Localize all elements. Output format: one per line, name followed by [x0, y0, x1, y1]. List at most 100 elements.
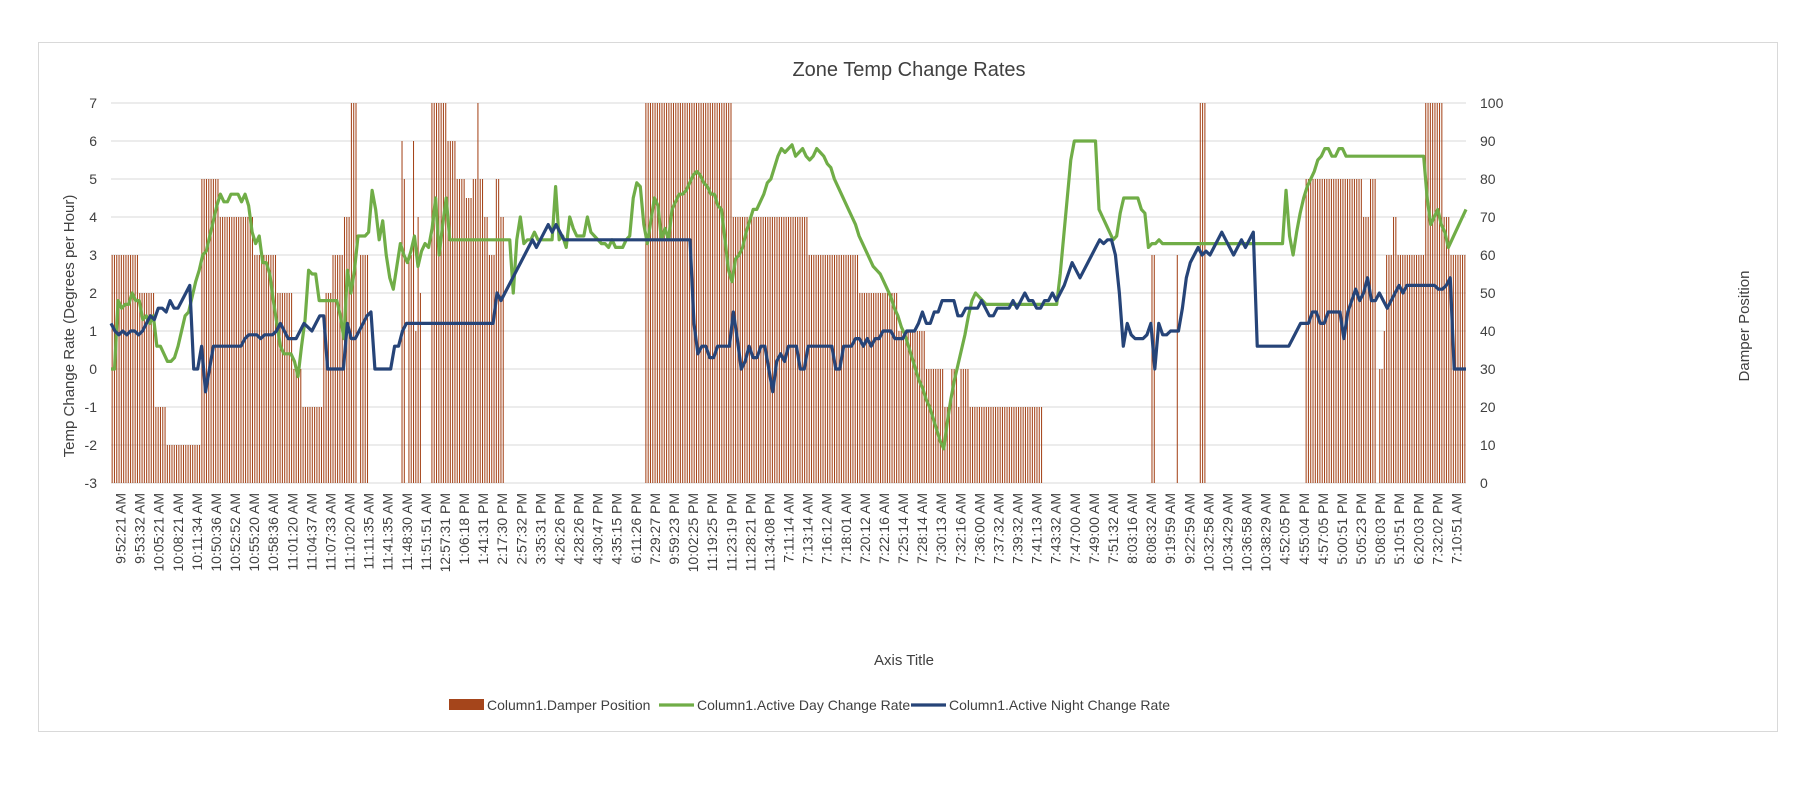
damper-bar: [884, 293, 886, 483]
damper-bar: [1404, 255, 1406, 483]
x-tick-label: 7:36:00 AM: [971, 493, 987, 564]
damper-bar: [1324, 179, 1326, 483]
damper-bar: [960, 369, 962, 483]
x-tick-label: 1:06:18 PM: [456, 493, 472, 565]
damper-bar: [247, 217, 249, 483]
damper-bar: [1358, 179, 1360, 483]
x-tick-label: 10:38:29 AM: [1258, 493, 1274, 572]
damper-bar: [1420, 255, 1422, 483]
damper-bar: [238, 217, 240, 483]
y-right-tick-label: 30: [1480, 361, 1496, 377]
damper-bar: [903, 331, 905, 483]
x-tick-label: 11:04:37 AM: [303, 493, 319, 571]
damper-bar: [983, 407, 985, 483]
x-tick-label: 9:59:23 PM: [666, 493, 682, 565]
damper-bar: [744, 217, 746, 483]
damper-bar: [366, 255, 369, 483]
x-tick-label: 4:26:26 PM: [551, 493, 567, 565]
damper-bar: [166, 445, 168, 483]
damper-bar: [1434, 103, 1436, 483]
night-rate-line: [109, 223, 1466, 394]
damper-bar: [985, 407, 987, 483]
damper-bar: [348, 217, 350, 483]
damper-bar: [725, 103, 727, 483]
damper-bar: [1372, 179, 1374, 483]
x-tick-label: 7:39:32 AM: [1010, 493, 1026, 564]
damper-bar: [822, 255, 824, 483]
damper-bar: [1390, 255, 1392, 483]
x-tick-label: 7:18:01 AM: [838, 493, 854, 564]
damper-bar: [199, 445, 201, 483]
damper-bar: [813, 255, 815, 483]
damper-bar: [1383, 331, 1385, 483]
damper-bar: [251, 217, 253, 483]
damper-bar: [1321, 179, 1323, 483]
y-right-tick-label: 80: [1480, 171, 1496, 187]
damper-bar: [1020, 407, 1022, 483]
damper-bar: [470, 198, 472, 483]
damper-bar: [695, 103, 697, 483]
damper-bar: [293, 369, 295, 483]
x-tick-label: 7:28:14 AM: [914, 493, 930, 564]
x-tick-label: 7:20:12 AM: [857, 493, 873, 564]
x-tick-label: 1:41:31 PM: [475, 493, 491, 565]
damper-bar: [1365, 217, 1367, 483]
damper-bar: [1374, 179, 1376, 483]
damper-bar: [256, 255, 258, 483]
damper-bar: [972, 407, 974, 483]
x-tick-label: 9:52:21 AM: [113, 493, 129, 564]
damper-bar: [486, 217, 488, 483]
damper-bar: [1441, 103, 1443, 483]
damper-bar: [1393, 217, 1395, 483]
damper-bar: [327, 293, 329, 483]
damper-bar: [666, 103, 668, 483]
damper-bar: [291, 293, 293, 483]
damper-bar: [831, 255, 833, 483]
damper-bar: [946, 407, 948, 483]
chart-area: 7 6 5 4 3 2 1 0 -1 -2 -3 100 90 80 70 60 50 40 30 20 10 0 9:52…: [38, 42, 1778, 732]
x-tick-label: 6:20:03 PM: [1410, 493, 1426, 565]
damper-bar: [157, 407, 159, 483]
damper-bar: [909, 331, 911, 483]
x-tick-label: 2:17:30 PM: [494, 493, 510, 565]
damper-bar: [689, 103, 691, 483]
damper-bar: [649, 103, 651, 483]
x-tick-label: 11:41:35 AM: [380, 493, 396, 571]
damper-bar: [447, 141, 449, 483]
damper-bar: [459, 179, 461, 483]
damper-bar: [827, 255, 829, 483]
damper-bar: [240, 217, 242, 483]
damper-bar: [153, 293, 155, 483]
damper-bar: [1399, 255, 1401, 483]
x-tick-label: 11:28:21 PM: [742, 493, 758, 571]
damper-bar: [475, 179, 477, 483]
x-axis-title: Axis Title: [874, 652, 934, 669]
damper-bar: [942, 369, 944, 483]
x-tick-label: 7:30:13 AM: [933, 493, 949, 564]
x-tick-label: 7:49:00 AM: [1086, 493, 1102, 564]
damper-bar: [233, 217, 235, 483]
damper-bar: [958, 407, 960, 483]
damper-bar: [912, 331, 914, 483]
damper-bar: [905, 331, 907, 483]
damper-bar: [718, 103, 721, 483]
y-right-tick-label: 20: [1480, 399, 1496, 415]
damper-bar: [488, 255, 490, 483]
damper-bar: [794, 217, 796, 483]
damper-bar: [180, 445, 182, 483]
damper-bar: [951, 369, 953, 483]
damper-bar: [778, 217, 780, 483]
x-tick-label: 9:22:59 AM: [1181, 493, 1197, 564]
damper-bar: [808, 255, 810, 483]
damper-bar: [1015, 407, 1017, 483]
damper-bar: [1413, 255, 1415, 483]
damper-bar: [861, 293, 863, 483]
x-tick-label: 11:19:25 PM: [704, 493, 720, 571]
x-tick-label: 11:01:20 AM: [284, 493, 300, 571]
damper-bar: [672, 103, 674, 483]
damper-bar: [1330, 179, 1332, 483]
damper-bar: [886, 293, 888, 483]
damper-bar: [988, 407, 990, 483]
x-tick-label: 9:53:32 AM: [132, 493, 148, 564]
damper-bar: [1395, 217, 1397, 483]
